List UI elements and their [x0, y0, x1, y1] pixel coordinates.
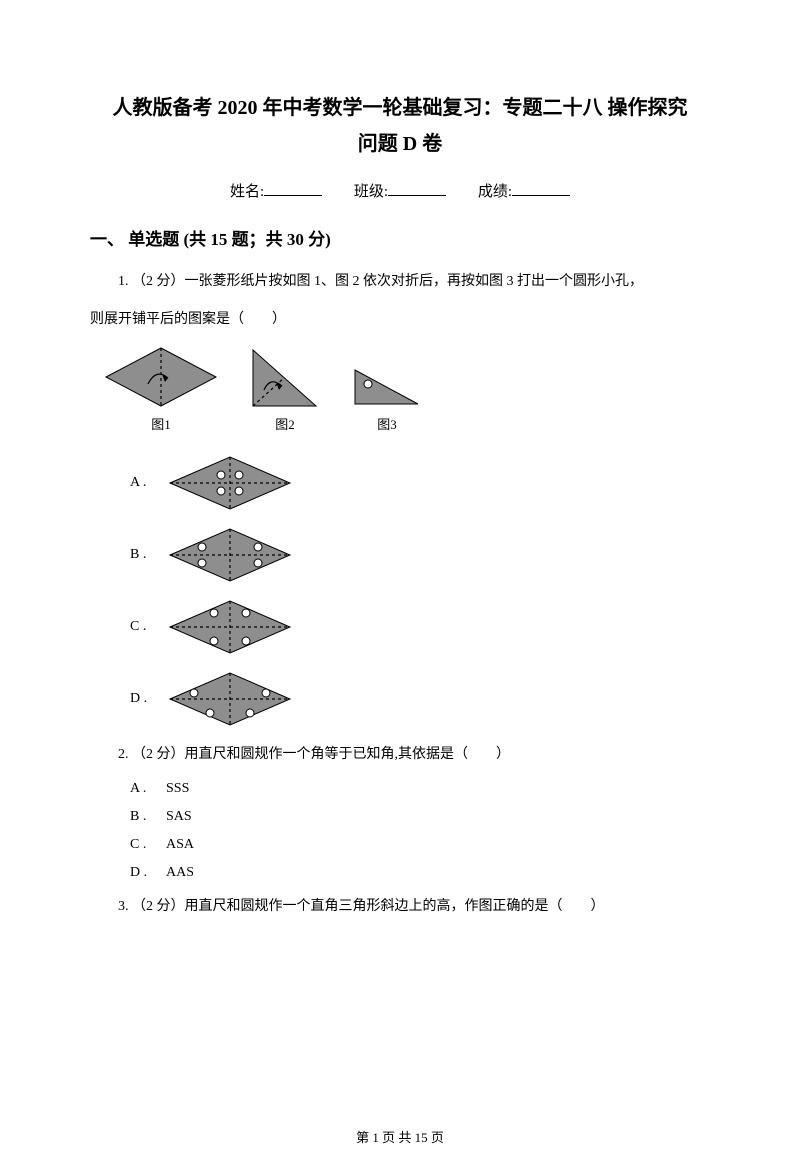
- q1-figure-1: 图1: [102, 344, 220, 433]
- q1-option-b[interactable]: B .: [130, 525, 710, 585]
- q2-option-c[interactable]: C . ASA: [130, 837, 710, 853]
- student-info-row: 姓名: 班级: 成绩:: [90, 180, 710, 201]
- q1-text-line2: 则展开铺平后的图案是（ ）: [90, 306, 710, 334]
- triangle-hole-icon: [350, 364, 424, 410]
- q1-option-b-letter: B .: [130, 547, 158, 563]
- rhombus-fold1-icon: [102, 344, 220, 410]
- q2-options: A . SSS B . SAS C . ASA D . AAS: [130, 781, 710, 881]
- footer-suffix: 页: [428, 1130, 444, 1145]
- score-label: 成绩:: [478, 184, 512, 200]
- q1-option-d-letter: D .: [130, 691, 158, 707]
- q1-option-d-icon: [166, 669, 294, 729]
- page-footer: 第 1 页 共 15 页: [0, 1127, 800, 1146]
- q2-option-d-label: AAS: [166, 865, 194, 881]
- q1-option-d[interactable]: D .: [130, 669, 710, 729]
- q2-option-a-label: SSS: [166, 781, 189, 797]
- q2-option-b-label: SAS: [166, 809, 192, 825]
- class-blank[interactable]: [388, 180, 446, 196]
- footer-prefix: 第: [356, 1130, 372, 1145]
- footer-total: 15: [415, 1130, 428, 1145]
- page-title-line1: 人教版备考 2020 年中考数学一轮基础复习：专题二十八 操作探究: [90, 90, 710, 126]
- q2-option-d[interactable]: D . AAS: [130, 865, 710, 881]
- q2-option-c-label: ASA: [166, 837, 194, 853]
- q1-figure-2: 图2: [248, 344, 322, 433]
- q2-text: 2. （2 分）用直尺和圆规作一个角等于已知角,其依据是（ ）: [90, 741, 710, 769]
- q1-option-c-icon: [166, 597, 294, 657]
- q1-options: A . B . C .: [130, 453, 710, 729]
- q1-option-a[interactable]: A .: [130, 453, 710, 513]
- q2-option-c-letter: C .: [130, 837, 158, 853]
- class-label: 班级:: [354, 184, 388, 200]
- q1-option-c-letter: C .: [130, 619, 158, 635]
- q1-fig1-label: 图1: [102, 414, 220, 433]
- q1-option-a-icon: [166, 453, 294, 513]
- q2-option-a[interactable]: A . SSS: [130, 781, 710, 797]
- q1-option-b-icon: [166, 525, 294, 585]
- q2-option-d-letter: D .: [130, 865, 158, 881]
- footer-middle: 页 共: [379, 1130, 415, 1145]
- section-heading: 一、 单选题 (共 15 题；共 30 分): [90, 225, 710, 250]
- q1-figure-3: 图3: [350, 364, 424, 433]
- score-blank[interactable]: [512, 180, 570, 196]
- triangle-fold2-icon: [248, 344, 322, 410]
- q1-figure-row: 图1 图2 图3: [102, 344, 710, 433]
- q1-fig3-label: 图3: [350, 414, 424, 433]
- q1-option-a-letter: A .: [130, 475, 158, 491]
- page-title-line2: 问题 D 卷: [90, 126, 710, 162]
- q1-text-line1: 1. （2 分）一张菱形纸片按如图 1、图 2 依次对折后，再按如图 3 打出一…: [90, 268, 710, 296]
- q2-option-b-letter: B .: [130, 809, 158, 825]
- q2-option-a-letter: A .: [130, 781, 158, 797]
- name-blank[interactable]: [264, 180, 322, 196]
- q3-text: 3. （2 分）用直尺和圆规作一个直角三角形斜边上的高，作图正确的是（ ）: [90, 893, 710, 921]
- q1-fig2-label: 图2: [248, 414, 322, 433]
- name-label: 姓名:: [230, 184, 264, 200]
- q2-option-b[interactable]: B . SAS: [130, 809, 710, 825]
- q1-option-c[interactable]: C .: [130, 597, 710, 657]
